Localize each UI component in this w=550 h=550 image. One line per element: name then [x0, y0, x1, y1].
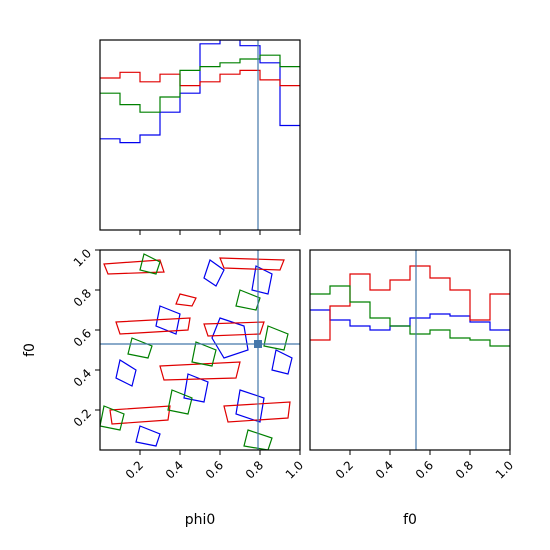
xlabel-phi0: phi0 [185, 512, 216, 528]
contour-series-0-loop-0 [203, 259, 225, 287]
histogram-phi0-series-2 [100, 54, 300, 113]
frame-phi0-hist [99, 39, 301, 231]
tick-label-f0-x-1: 0.4 [373, 458, 396, 481]
tick-label-f0-x-4: 1.0 [493, 458, 516, 481]
contour-series-1-loop-0 [103, 259, 165, 275]
tick-label-f0-y-4: 1.0 [71, 246, 94, 269]
contour-series-0-loop-8 [271, 349, 293, 375]
tick-label-phi0-4: 1.0 [283, 458, 306, 481]
contour-series-0-loop-7 [135, 425, 161, 447]
xlabel-f0: f0 [403, 512, 417, 528]
contour-series-2-loop-2 [127, 337, 153, 359]
contour-series-1-loop-5 [109, 405, 171, 425]
tick-label-f0-x-2: 0.6 [413, 458, 436, 481]
ylabel-f0: f0 [22, 343, 38, 357]
contour-series-1-loop-7 [175, 293, 197, 307]
tick-label-phi0-3: 0.8 [243, 458, 266, 481]
contour-series-1-loop-4 [159, 361, 241, 381]
tick-label-phi0-1: 0.4 [163, 458, 186, 481]
contour-series-2-loop-4 [263, 325, 289, 351]
tick-label-phi0-0: 0.2 [123, 458, 146, 481]
contour-series-2-loop-1 [235, 289, 261, 311]
contour-series-2-loop-7 [243, 429, 273, 450]
tick-label-f0-x-3: 0.8 [453, 458, 476, 481]
tick-label-f0-y-1: 0.4 [71, 366, 94, 389]
histogram-phi0-series-1 [100, 69, 300, 87]
contour-series-0-loop-5 [183, 373, 209, 403]
contour-series-2-loop-6 [167, 389, 193, 415]
contour-series-1-loop-3 [203, 321, 265, 337]
tick-label-phi0-2: 0.6 [203, 458, 226, 481]
contour-series-2-loop-0 [139, 253, 161, 275]
tick-label-f0-y-3: 0.8 [71, 286, 94, 309]
contour-series-2-loop-3 [191, 341, 217, 367]
frame-joint [99, 249, 301, 451]
histogram-f0-series-2 [310, 285, 510, 347]
truth-marker [254, 340, 262, 348]
contour-series-2-loop-5 [100, 405, 125, 431]
contour-series-0-loop-3 [251, 265, 273, 295]
contour-series-0-loop-2 [211, 317, 249, 359]
tick-label-f0-y-0: 0.2 [71, 406, 94, 429]
contour-series-0-loop-4 [115, 359, 137, 387]
contour-series-1-loop-2 [115, 317, 191, 335]
contour-series-1-loop-6 [223, 401, 291, 423]
contour-series-0-loop-6 [235, 389, 265, 423]
tick-label-f0-y-2: 0.6 [71, 326, 94, 349]
contour-series-1-loop-1 [219, 257, 285, 271]
frame-f0-hist [309, 249, 511, 451]
histogram-f0-series-0 [310, 309, 510, 331]
tick-label-f0-x-0: 0.2 [333, 458, 356, 481]
